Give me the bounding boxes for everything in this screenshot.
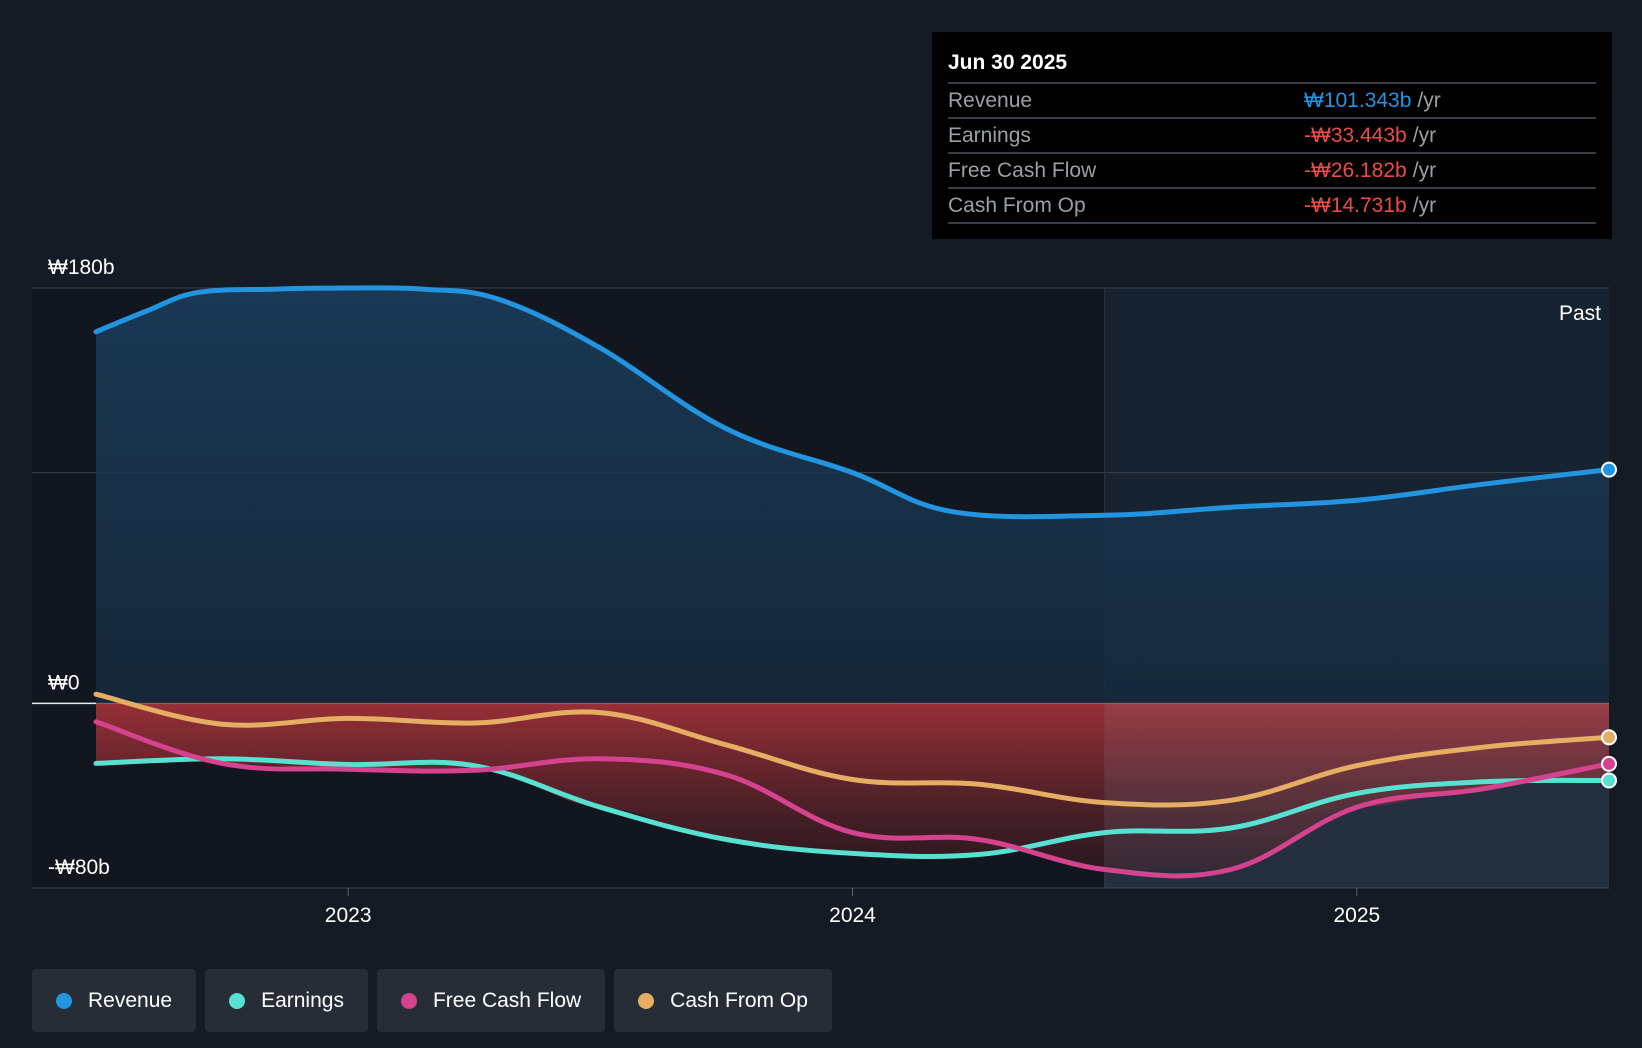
y-tick-label: ₩180b: [48, 256, 115, 279]
tooltip-row-unit: /yr: [1412, 124, 1437, 147]
tooltip-row-earnings: Earnings -₩33.443b /yr: [948, 119, 1596, 154]
tooltip-row-label: Free Cash Flow: [948, 159, 1097, 182]
tooltip-row-value: -₩26.182b: [1304, 159, 1407, 182]
series-line-revenue: [93, 285, 1612, 520]
tooltip-row-label: Cash From Op: [948, 194, 1086, 217]
x-tick-label: 2023: [325, 904, 372, 927]
legend-label: Earnings: [261, 988, 344, 1012]
tooltip-row-unit: /yr: [1412, 194, 1437, 217]
legend-dot-icon: [229, 992, 246, 1009]
tooltip-row-cash-from-op: Cash From Op -₩14.731b /yr: [948, 189, 1596, 224]
tooltip-row-label: Earnings: [948, 124, 1031, 147]
series-end-marker-revenue: [1601, 461, 1617, 478]
tooltip-panel: Jun 30 2025 Revenue ₩101.343b /yr Earnin…: [932, 32, 1612, 239]
tooltip-row-revenue: Revenue ₩101.343b /yr: [948, 84, 1596, 119]
tooltip-row-unit: /yr: [1412, 159, 1437, 182]
x-tick-label: 2024: [829, 904, 876, 927]
legend-dot-icon: [400, 992, 417, 1009]
tooltip-date: Jun 30 2025: [948, 44, 1596, 84]
series-line-cash-from-op: [93, 691, 1612, 808]
legend: Revenue Earnings Free Cash Flow Cash Fro…: [32, 969, 832, 1032]
tooltip-row-value: ₩101.343b: [1304, 89, 1412, 112]
series-line-earnings: [93, 756, 1612, 860]
series-end-marker-cash-from-op: [1601, 729, 1617, 746]
legend-label: Cash From Op: [670, 988, 808, 1012]
legend-label: Free Cash Flow: [432, 988, 582, 1012]
tooltip-row-unit: /yr: [1417, 89, 1441, 112]
legend-item-free-cash-flow[interactable]: Free Cash Flow: [376, 969, 606, 1032]
legend-label: Revenue: [88, 988, 173, 1012]
legend-item-revenue[interactable]: Revenue: [32, 969, 197, 1032]
revenue-area: [96, 287, 1609, 704]
past-label: Past: [1559, 302, 1601, 325]
legend-dot-icon: [638, 992, 655, 1009]
tooltip-row-free-cash-flow: Free Cash Flow -₩26.182b /yr: [948, 154, 1596, 189]
y-tick-label: ₩0: [48, 671, 80, 694]
series-line-free-cash-flow: [93, 719, 1612, 879]
tooltip-row-label: Revenue: [948, 89, 1033, 112]
y-tick-label: -₩80b: [48, 856, 110, 879]
tooltip-row-value: -₩33.443b: [1304, 124, 1407, 147]
series-end-marker-free-cash-flow: [1601, 755, 1617, 772]
legend-dot-icon: [56, 992, 72, 1009]
legend-item-cash-from-op[interactable]: Cash From Op: [614, 969, 832, 1032]
series-end-marker-earnings: [1601, 772, 1617, 789]
x-tick-label: 2025: [1333, 904, 1380, 927]
legend-item-earnings[interactable]: Earnings: [205, 969, 368, 1032]
tooltip-row-value: -₩14.731b: [1304, 194, 1407, 217]
